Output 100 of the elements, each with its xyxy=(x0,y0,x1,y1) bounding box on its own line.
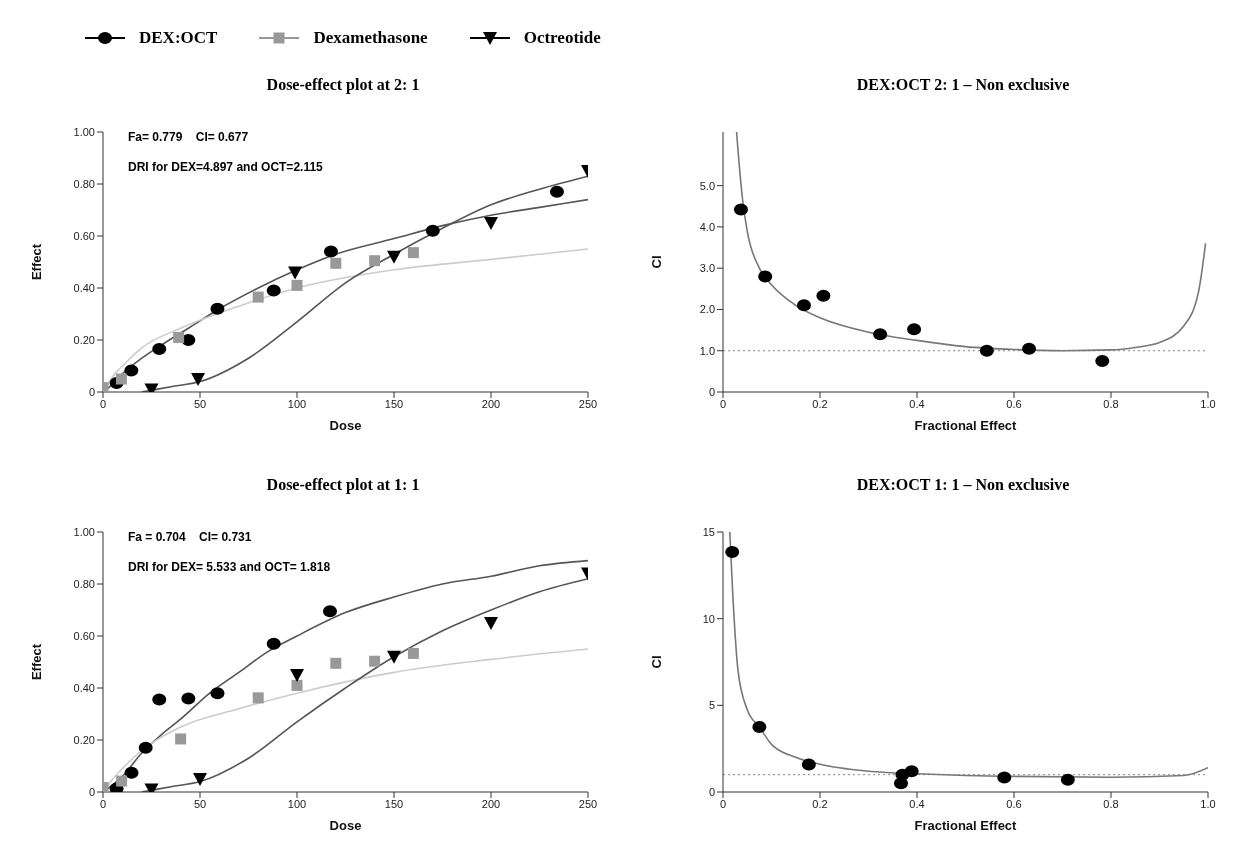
point xyxy=(1095,355,1110,368)
x-tick-label: 1.0 xyxy=(1200,797,1216,810)
y-tick-label: 5.0 xyxy=(699,179,715,192)
y-tick-label: 0 xyxy=(88,785,95,798)
x-tick-label: 1.0 xyxy=(1200,397,1216,410)
point xyxy=(322,605,337,618)
x-tick-label: 150 xyxy=(384,797,404,810)
point xyxy=(1060,773,1075,786)
y-tick-label: 0 xyxy=(708,785,715,798)
point xyxy=(191,373,206,386)
point xyxy=(1022,342,1037,355)
y-axis-title: CI xyxy=(648,655,664,669)
x-tick-label: 0 xyxy=(99,397,107,410)
point xyxy=(997,771,1012,784)
point xyxy=(484,217,498,230)
y-tick-label: 0.60 xyxy=(73,629,95,642)
point xyxy=(330,657,342,669)
point xyxy=(758,270,773,283)
point xyxy=(115,373,127,385)
point xyxy=(288,266,303,280)
chart-title: Dose-effect plot at 2: 1 xyxy=(265,75,421,96)
y-tick-label: 10 xyxy=(702,612,715,625)
point xyxy=(124,766,139,779)
x-tick-label: 0 xyxy=(719,797,727,810)
y-tick-label: 4.0 xyxy=(699,220,715,233)
y-tick-label: 15 xyxy=(702,525,715,538)
legend-label: DEX:OCT xyxy=(139,28,218,48)
point xyxy=(152,343,167,356)
point xyxy=(252,291,264,303)
chart-title: DEX:OCT 2: 1 – Non exclusive xyxy=(855,75,1071,95)
y-tick-label: 0.20 xyxy=(73,333,95,346)
point xyxy=(725,545,740,558)
point xyxy=(816,289,831,302)
x-tick-label: 150 xyxy=(384,397,404,410)
x-tick-label: 100 xyxy=(287,797,307,810)
y-tick-label: 1.00 xyxy=(73,525,95,538)
annotation: DRI for DEX=4.897 and OCT=2.115 xyxy=(128,160,323,174)
x-tick-label: 50 xyxy=(193,397,207,410)
x-tick-label: 0.6 xyxy=(1006,397,1022,410)
x-tick-label: 200 xyxy=(481,397,501,410)
line-series xyxy=(735,132,1207,352)
point xyxy=(124,364,139,377)
y-tick-label: 0.80 xyxy=(73,177,95,190)
x-tick-label: 250 xyxy=(578,397,598,410)
x-axis-title: Dose xyxy=(329,418,362,433)
point xyxy=(797,299,811,312)
y-tick-label: 0 xyxy=(88,385,95,398)
point xyxy=(752,721,767,733)
point xyxy=(907,323,922,336)
x-tick-label: 0 xyxy=(719,397,727,410)
point xyxy=(733,203,748,216)
point xyxy=(291,279,303,291)
x-axis-title: Dose xyxy=(329,818,362,833)
y-tick-label: 3.0 xyxy=(699,262,715,275)
point xyxy=(801,758,816,771)
point xyxy=(369,655,381,667)
point xyxy=(138,741,153,754)
x-tick-label: 250 xyxy=(578,797,598,810)
point xyxy=(152,693,167,706)
point xyxy=(873,328,888,341)
x-tick-label: 0.2 xyxy=(812,797,828,810)
y-tick-label: 1.00 xyxy=(73,125,95,138)
point xyxy=(387,250,401,264)
point xyxy=(549,185,564,198)
point xyxy=(175,733,187,745)
x-tick-label: 50 xyxy=(193,797,207,810)
x-tick-label: 0.4 xyxy=(909,397,925,410)
x-tick-label: 0.6 xyxy=(1006,797,1022,810)
legend-label: Dexamethasone xyxy=(313,28,428,48)
y-axis-title: Effect xyxy=(28,243,44,281)
x-tick-label: 0.8 xyxy=(1103,397,1119,410)
point xyxy=(181,692,196,705)
point xyxy=(266,637,281,650)
x-tick-label: 0.8 xyxy=(1103,797,1119,810)
point xyxy=(369,255,381,267)
point xyxy=(425,224,440,237)
point xyxy=(904,765,919,778)
point xyxy=(387,650,401,664)
point xyxy=(116,775,128,787)
x-axis-title: Fractional Effect xyxy=(914,418,1018,433)
x-tick-label: 0.4 xyxy=(909,797,925,810)
annotation: Fa= 0.779 CI= 0.677 xyxy=(128,130,249,144)
y-tick-label: 5 xyxy=(708,699,715,712)
point xyxy=(407,647,419,659)
point xyxy=(290,669,304,682)
point xyxy=(484,617,498,630)
x-tick-label: 0.2 xyxy=(812,397,828,410)
point xyxy=(252,692,264,704)
point xyxy=(210,687,225,700)
y-tick-label: 0.40 xyxy=(73,681,95,694)
chart-title: DEX:OCT 1: 1 – Non exclusive xyxy=(855,475,1071,495)
point xyxy=(173,331,185,343)
y-axis-title: Effect xyxy=(28,643,44,681)
point xyxy=(193,773,207,786)
point xyxy=(407,247,419,259)
point xyxy=(330,257,342,269)
y-tick-label: 0.80 xyxy=(73,577,95,590)
y-tick-label: 2.0 xyxy=(699,303,715,316)
x-tick-label: 0 xyxy=(99,797,107,810)
point xyxy=(323,245,338,258)
